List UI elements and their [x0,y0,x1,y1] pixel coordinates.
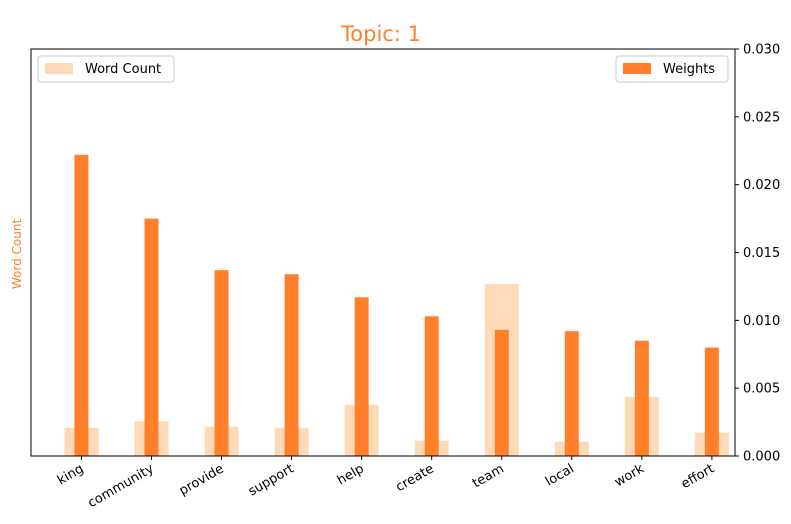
bar-weight-local [564,331,579,456]
legend-weights-label: Weights [663,62,715,77]
x-tick-label-local: local [543,461,577,489]
bar-weight-work [634,340,649,456]
bar-weight-create [424,316,439,456]
x-tick-label-effort: effort [679,461,717,492]
legend-weights: Weights [615,55,729,83]
legend-word-count: Word Count [37,55,175,83]
legend-word-count-label: Word Count [85,62,161,77]
bar-weight-help [354,297,369,456]
x-tick-label-help: help [335,461,367,488]
y-tick-label: 0.010 [743,314,780,329]
legend-weights-swatch [623,63,651,74]
x-tick-label-community: community [85,461,156,511]
bar-weight-effort [704,347,719,456]
bar-weight-team [494,329,509,456]
bar-weight-provide [214,270,229,456]
bar-weight-support [284,274,299,456]
x-tick-label-king: king [55,461,86,488]
y-tick-label: 0.000 [743,450,780,465]
y-tick-label: 0.025 [743,110,780,125]
y-tick-label: 0.030 [743,43,780,58]
weight-bars [74,154,719,456]
chart-title: Topic: 1 [340,22,421,46]
x-tick-label-create: create [393,461,436,495]
word-count-bars [64,283,729,456]
plot-frame [30,48,736,457]
bar-weight-king [74,154,89,456]
y-axis-right-ticks: 0.000 0.005 0.010 0.015 0.020 0.025 0.030 [735,43,780,465]
y-axis-left-label: Word Count [10,219,24,290]
y-tick-label: 0.005 [743,382,780,397]
x-tick-label-support: support [246,461,297,499]
x-tick-label-provide: provide [177,461,227,498]
x-tick-label-work: work [612,461,647,490]
bar-weight-community [144,218,159,456]
legend-word-count-swatch [45,63,73,74]
y-tick-label: 0.020 [743,178,780,193]
x-axis-ticks: king community provide support help create tea… [55,456,717,511]
x-tick-label-team: team [470,461,507,491]
y-tick-label: 0.015 [743,246,780,261]
